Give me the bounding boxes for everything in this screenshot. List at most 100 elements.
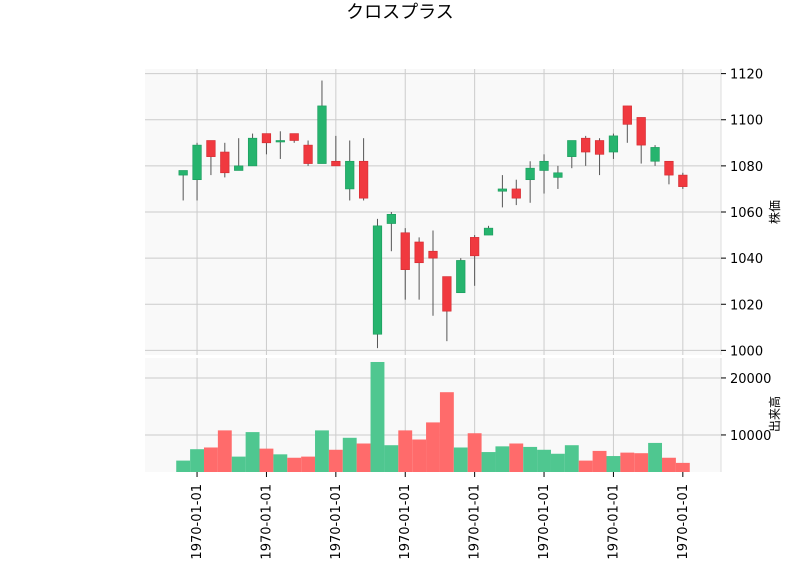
price-tick-label: 1000 bbox=[730, 344, 763, 359]
volume-bar bbox=[301, 456, 316, 472]
date-tick-label: 1970-01-01 bbox=[259, 484, 274, 560]
candle-body bbox=[414, 241, 424, 264]
volume-bar bbox=[523, 446, 538, 472]
volume-axis-label: 出来高 bbox=[767, 396, 782, 432]
candle-body bbox=[525, 167, 535, 181]
candle-body bbox=[400, 232, 410, 270]
candle-body bbox=[456, 260, 466, 294]
volume-bar bbox=[259, 448, 274, 472]
date-tick-label: 1970-01-01 bbox=[190, 484, 205, 560]
candle-body bbox=[567, 140, 577, 157]
volume-bar bbox=[467, 433, 482, 472]
volume-bar bbox=[328, 449, 343, 472]
volume-bar bbox=[606, 456, 621, 472]
candle-body bbox=[483, 227, 494, 236]
candle-body bbox=[650, 147, 660, 162]
price-tick-label: 1060 bbox=[730, 206, 763, 221]
candle-body bbox=[497, 188, 508, 192]
candle-body bbox=[594, 140, 605, 155]
chart-title: クロスプラス bbox=[346, 2, 454, 23]
volume-bar bbox=[648, 442, 663, 472]
volume-bar bbox=[537, 449, 551, 472]
volume-bar bbox=[564, 445, 579, 472]
price-tick-label: 1080 bbox=[730, 160, 763, 175]
price-tick-label: 1100 bbox=[730, 114, 763, 129]
candle-body bbox=[386, 214, 396, 224]
volume-bar bbox=[176, 460, 191, 472]
price-axis-label: 株価 bbox=[767, 200, 782, 224]
candle-body bbox=[511, 188, 521, 199]
candle-body bbox=[178, 170, 188, 176]
volume-bar bbox=[231, 456, 246, 472]
volume-bar bbox=[315, 430, 329, 472]
candle-body bbox=[664, 160, 674, 176]
volume-bar bbox=[620, 452, 635, 472]
candle-body bbox=[220, 151, 230, 174]
candle-body bbox=[234, 165, 244, 171]
volume-bar bbox=[398, 430, 413, 472]
candle-body bbox=[331, 160, 341, 167]
candle-body bbox=[470, 237, 480, 257]
price-tick-label: 1120 bbox=[730, 68, 763, 83]
price-candles bbox=[178, 80, 688, 349]
volume-bar bbox=[481, 452, 496, 472]
candle-body bbox=[317, 105, 327, 164]
candle-body bbox=[581, 137, 591, 153]
candle-body bbox=[622, 105, 632, 125]
volume-bar bbox=[439, 392, 454, 472]
volume-bar bbox=[550, 453, 565, 472]
price-axis-ticks: 1000 1020 1040 1060 1080 1100 1120 bbox=[721, 68, 763, 359]
date-axis-ticks: 1970-01-01 1970-01-01 1970-01-01 1970-01-01… bbox=[190, 472, 691, 560]
volume-axis-ticks: 10000 20000 bbox=[721, 372, 771, 444]
candle-body bbox=[678, 174, 688, 187]
volume-bar bbox=[662, 457, 676, 472]
volume-bar bbox=[203, 447, 218, 472]
volume-bar bbox=[287, 457, 302, 472]
candle-body bbox=[358, 160, 369, 199]
volume-bar bbox=[634, 453, 649, 472]
candle-body bbox=[303, 144, 313, 164]
volume-bar bbox=[592, 450, 607, 472]
volume-bar bbox=[578, 460, 593, 472]
volume-tick-label: 20000 bbox=[730, 372, 771, 387]
volume-bar bbox=[384, 445, 399, 472]
price-tick-label: 1040 bbox=[730, 252, 763, 267]
candle-body bbox=[539, 160, 549, 171]
date-tick-label: 1970-01-01 bbox=[468, 484, 483, 560]
volume-bar bbox=[426, 422, 440, 472]
date-tick-label: 1970-01-01 bbox=[398, 484, 413, 560]
volume-bar bbox=[190, 449, 204, 472]
volume-bar bbox=[509, 443, 524, 472]
candle-body bbox=[345, 160, 355, 190]
candle-body bbox=[636, 117, 646, 146]
candle-body bbox=[247, 137, 258, 167]
candle-body bbox=[553, 172, 563, 178]
candle-body bbox=[289, 133, 299, 141]
candle-body bbox=[372, 225, 383, 335]
candle-body bbox=[608, 135, 619, 153]
candle-body bbox=[428, 250, 438, 259]
volume-bar bbox=[675, 462, 690, 472]
price-tick-label: 1020 bbox=[730, 298, 763, 313]
volume-bars bbox=[176, 361, 690, 472]
candle-body bbox=[206, 140, 216, 157]
volume-bar bbox=[412, 439, 427, 472]
volume-bar bbox=[217, 430, 232, 472]
date-tick-label: 1970-01-01 bbox=[537, 484, 552, 560]
date-tick-label: 1970-01-01 bbox=[329, 484, 344, 560]
candle-body bbox=[261, 133, 272, 144]
volume-bar bbox=[495, 446, 510, 472]
volume-bar bbox=[453, 447, 468, 472]
volume-bar bbox=[245, 432, 260, 472]
candle-body bbox=[192, 144, 202, 181]
volume-bar bbox=[370, 361, 385, 472]
volume-bar bbox=[342, 437, 357, 472]
candle-body bbox=[275, 140, 285, 143]
candle-body bbox=[442, 276, 452, 312]
volume-bar bbox=[356, 443, 371, 472]
date-tick-label: 1970-01-01 bbox=[606, 484, 621, 560]
volume-bar bbox=[273, 454, 288, 472]
volume-tick-label: 10000 bbox=[730, 429, 771, 444]
